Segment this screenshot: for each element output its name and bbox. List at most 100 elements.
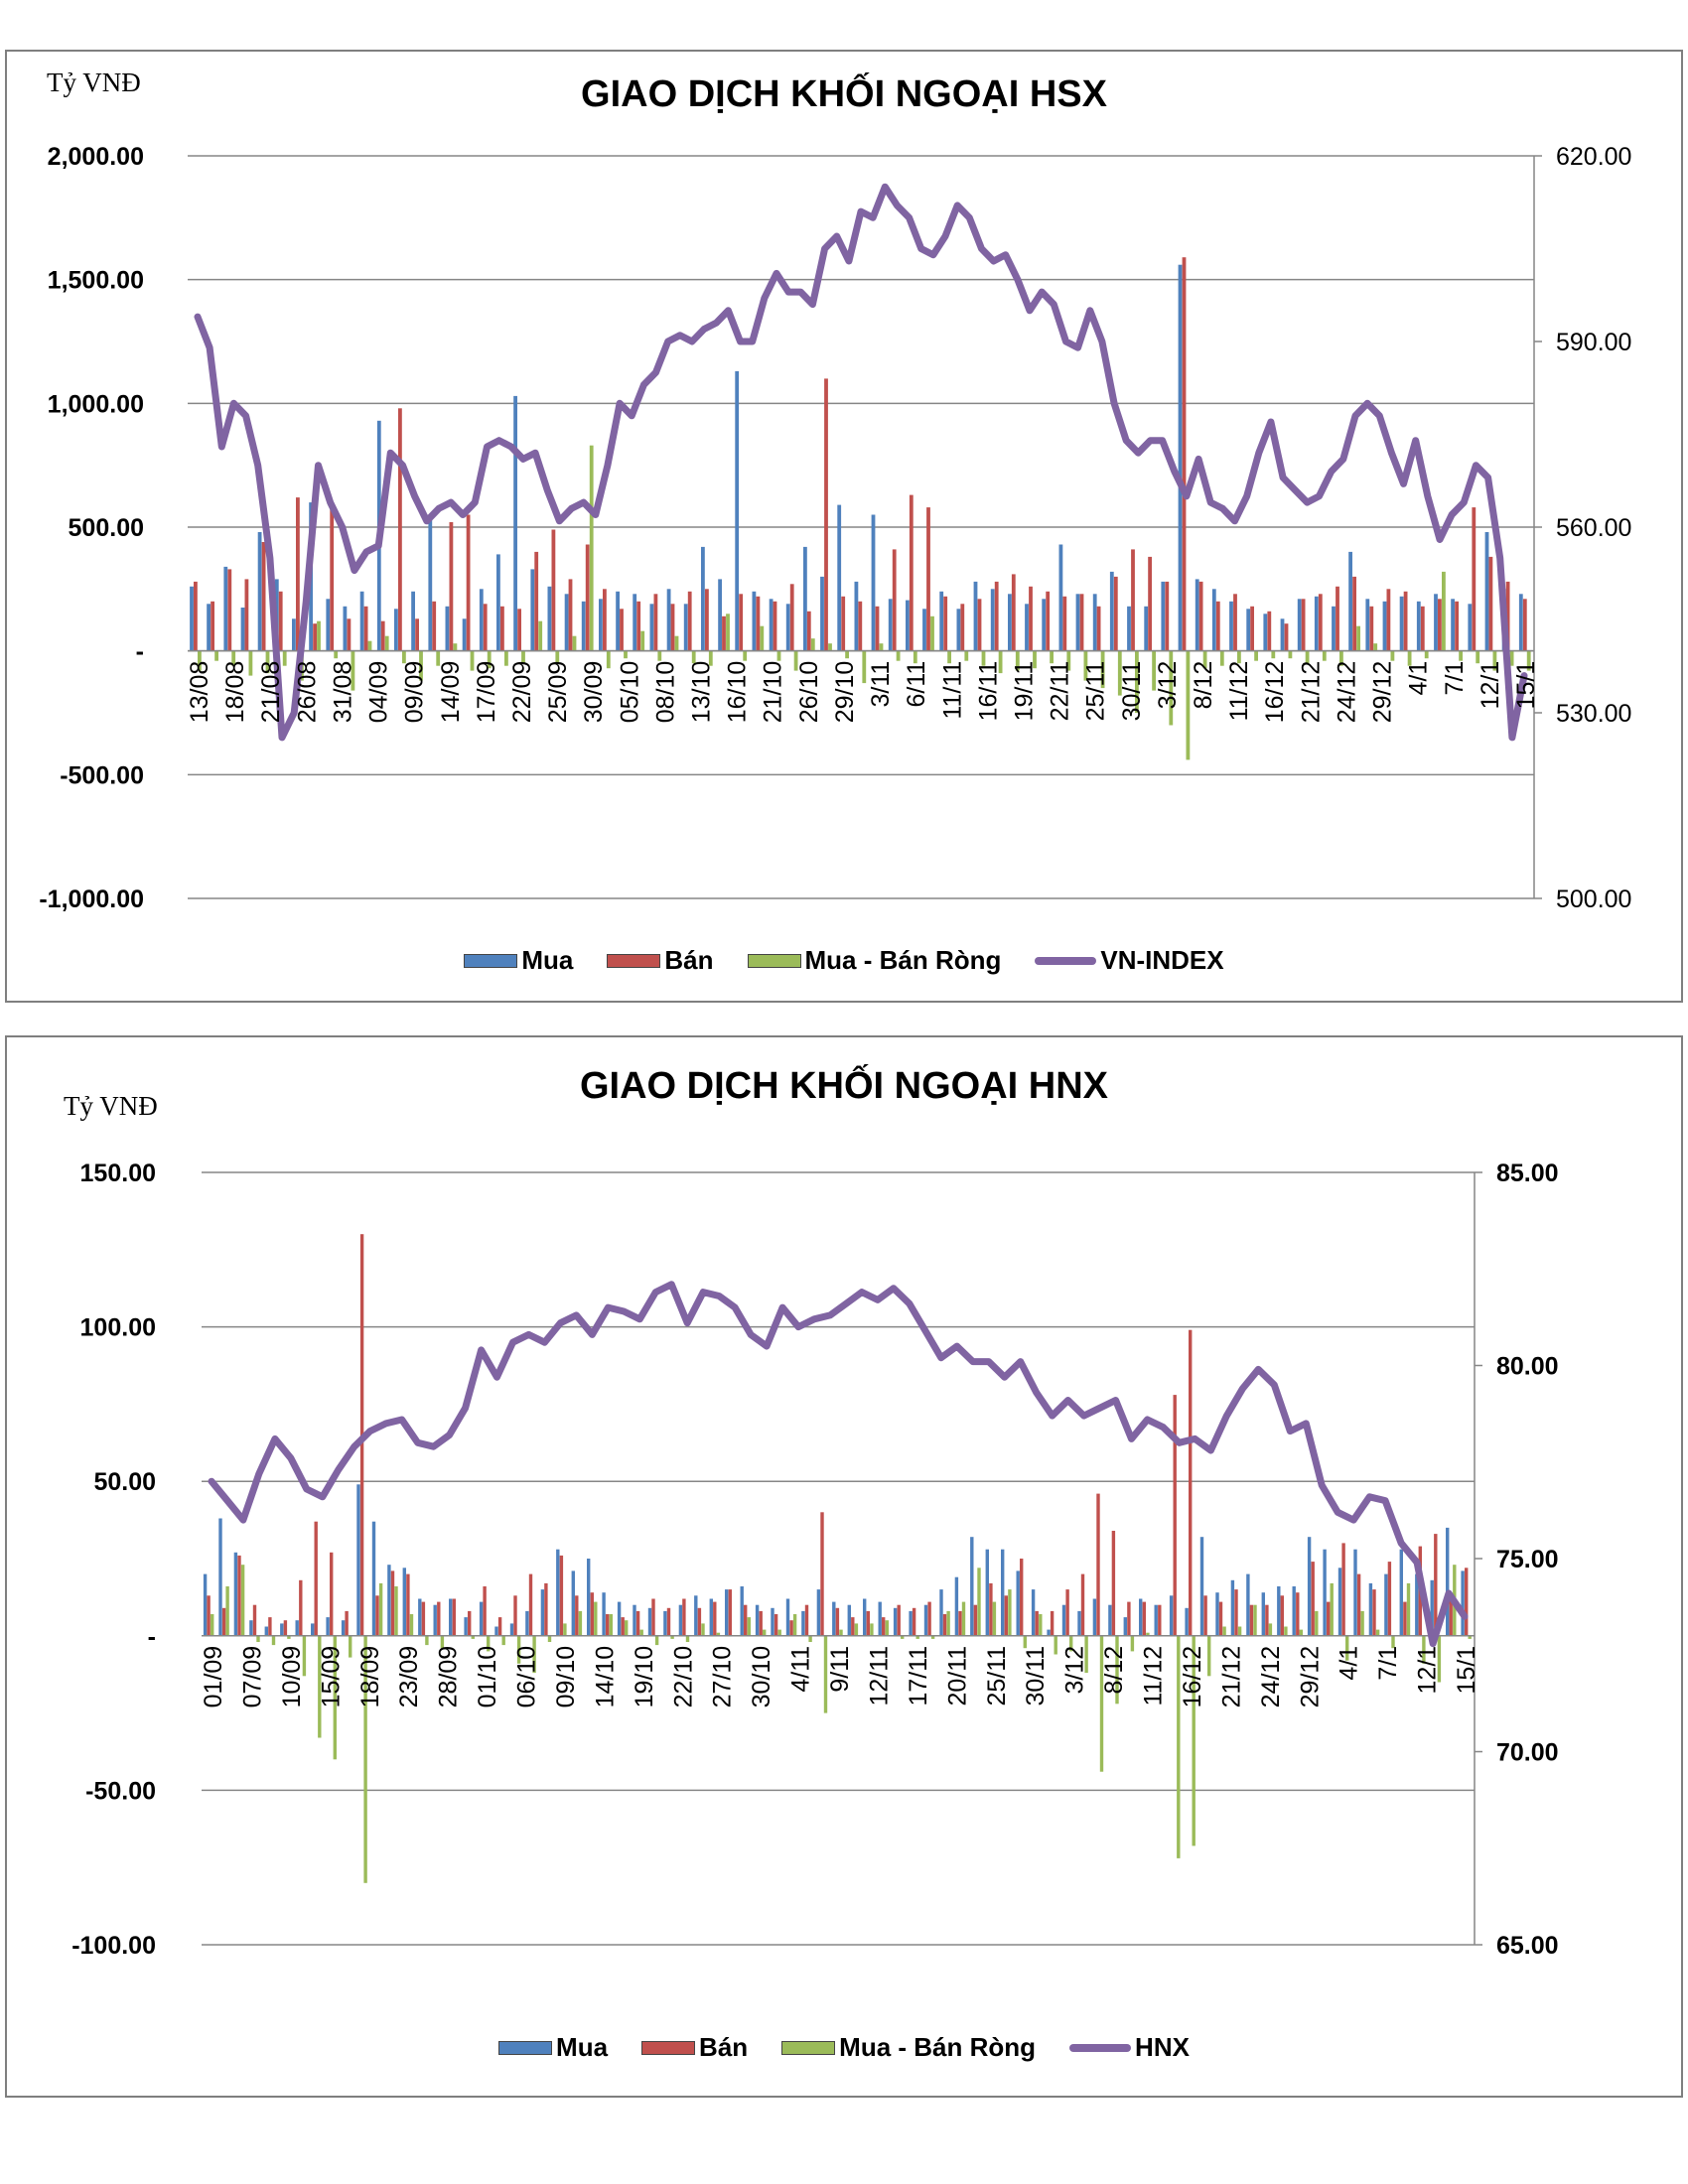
bar-mua: [939, 591, 944, 651]
bar-mua: [755, 1604, 760, 1636]
legend-label: HNX: [1135, 2032, 1190, 2062]
bar-mua: [1185, 1607, 1189, 1636]
bar-rong: [1084, 1635, 1088, 1674]
bar-ban: [713, 1601, 717, 1636]
bar-ban: [697, 1607, 702, 1636]
bar-rong: [1135, 650, 1139, 713]
bar-ban: [603, 589, 607, 651]
bar-rong: [879, 643, 884, 651]
bar-rong: [1237, 650, 1241, 664]
x-tick-label: 25/11: [1082, 661, 1110, 722]
bar-mua: [1154, 1604, 1158, 1636]
bar-ban: [635, 1610, 640, 1636]
bar-rong: [409, 1614, 414, 1636]
bar-mua: [820, 576, 824, 651]
bar-rong: [828, 643, 832, 651]
bar-mua: [1307, 1537, 1312, 1636]
bar-mua: [1077, 1610, 1081, 1636]
bar-ban: [739, 594, 744, 651]
bar-mua: [1337, 1568, 1342, 1636]
bar-mua: [1178, 264, 1183, 651]
bar-mua: [633, 1604, 636, 1636]
bar-ban: [575, 1595, 579, 1636]
bar-ban: [330, 504, 335, 651]
bar-rong: [726, 614, 730, 651]
bar-mua: [1144, 606, 1149, 651]
legend-item-ban: Bán: [607, 945, 714, 976]
bar-rong: [1437, 1635, 1442, 1683]
x-tick-label: 19/10: [631, 1646, 658, 1708]
legend-item-mua: Mua: [498, 2032, 608, 2063]
bar-rong: [402, 650, 406, 664]
bar-rong: [992, 1601, 997, 1636]
bar-rong: [349, 1635, 352, 1658]
bar-mua: [581, 601, 586, 651]
bar-rong: [1476, 650, 1480, 664]
legend-item-index: VN-INDEX: [1035, 945, 1224, 976]
bar-mua: [223, 566, 228, 651]
bar-ban: [824, 378, 828, 651]
bar-ban: [347, 618, 352, 651]
x-tick-label: 6/11: [903, 661, 930, 708]
bar-rong: [318, 1635, 322, 1738]
bar-mua: [341, 1620, 346, 1636]
legend-swatch-rong: [781, 2040, 836, 2055]
bar-mua: [1365, 599, 1370, 651]
bar-mua: [1230, 1579, 1235, 1636]
bar-rong: [333, 1635, 337, 1760]
bar-rong: [532, 1635, 536, 1674]
bar-mua: [1430, 1579, 1434, 1636]
bar-rong: [302, 1635, 307, 1677]
bar-ban: [1020, 1559, 1024, 1636]
bar-mua: [1277, 1586, 1281, 1636]
bar-rong: [578, 1610, 583, 1636]
y-tick-label: 1,500.00: [48, 267, 144, 295]
x-tick-label: 9/11: [826, 1646, 854, 1693]
x-tick-label: 8/12: [1100, 1646, 1128, 1695]
x-tick-label: 4/1: [1336, 1646, 1363, 1681]
x-tick-label: 26/08: [293, 661, 321, 724]
bar-ban: [756, 596, 761, 651]
legend-swatch-rong: [747, 953, 801, 968]
bar-ban: [621, 1617, 625, 1636]
bar-rong: [1130, 1635, 1135, 1652]
bar-mua: [909, 1610, 913, 1636]
x-tick-label: 21/10: [760, 661, 787, 724]
bar-rong: [1152, 650, 1156, 691]
x-tick-label: 16/10: [724, 661, 752, 724]
y2-tick-label: 80.00: [1496, 1353, 1559, 1381]
bar-mua: [1382, 601, 1387, 651]
bar-ban: [687, 591, 692, 651]
chart-canvas-hsx: 2,000.00 1,500.00 1,000.00 500.00 - -500.00 -1…: [39, 143, 1631, 913]
x-tick-label: 19/11: [1011, 661, 1039, 722]
bar-mua: [718, 579, 722, 651]
bar-rong: [1459, 650, 1463, 661]
bar-rong: [1169, 650, 1174, 726]
x-tick-label: 12/1: [1414, 1646, 1442, 1695]
bar-ban: [1004, 1595, 1008, 1636]
bar-rong: [521, 650, 525, 664]
bar-rong: [1492, 650, 1497, 671]
bar-mua: [1169, 1595, 1174, 1636]
bar-mua: [666, 589, 671, 651]
bar-rong: [1117, 650, 1122, 696]
x-tick-label: 17/11: [905, 1646, 932, 1706]
bar-ban: [1318, 594, 1323, 651]
legend-label: Mua: [521, 945, 574, 975]
bar-rong: [1023, 1635, 1027, 1649]
bar-rong: [930, 1635, 935, 1639]
bar-ban: [1127, 1601, 1131, 1636]
x-tick-label: 06/10: [513, 1646, 541, 1708]
bar-mua: [433, 1604, 437, 1636]
bar-mua: [701, 546, 705, 651]
bar-mua: [218, 1518, 222, 1636]
bar-mua: [854, 581, 859, 651]
x-tick-label: 01/09: [200, 1646, 227, 1708]
x-tick-label: 15/09: [317, 1646, 345, 1708]
x-tick-label: 25/09: [544, 661, 572, 724]
bar-mua: [462, 618, 467, 651]
bar-mua: [513, 395, 517, 651]
bar-rong: [1254, 650, 1258, 661]
bar-ban: [207, 1595, 211, 1636]
bar-mua: [1108, 1604, 1112, 1636]
